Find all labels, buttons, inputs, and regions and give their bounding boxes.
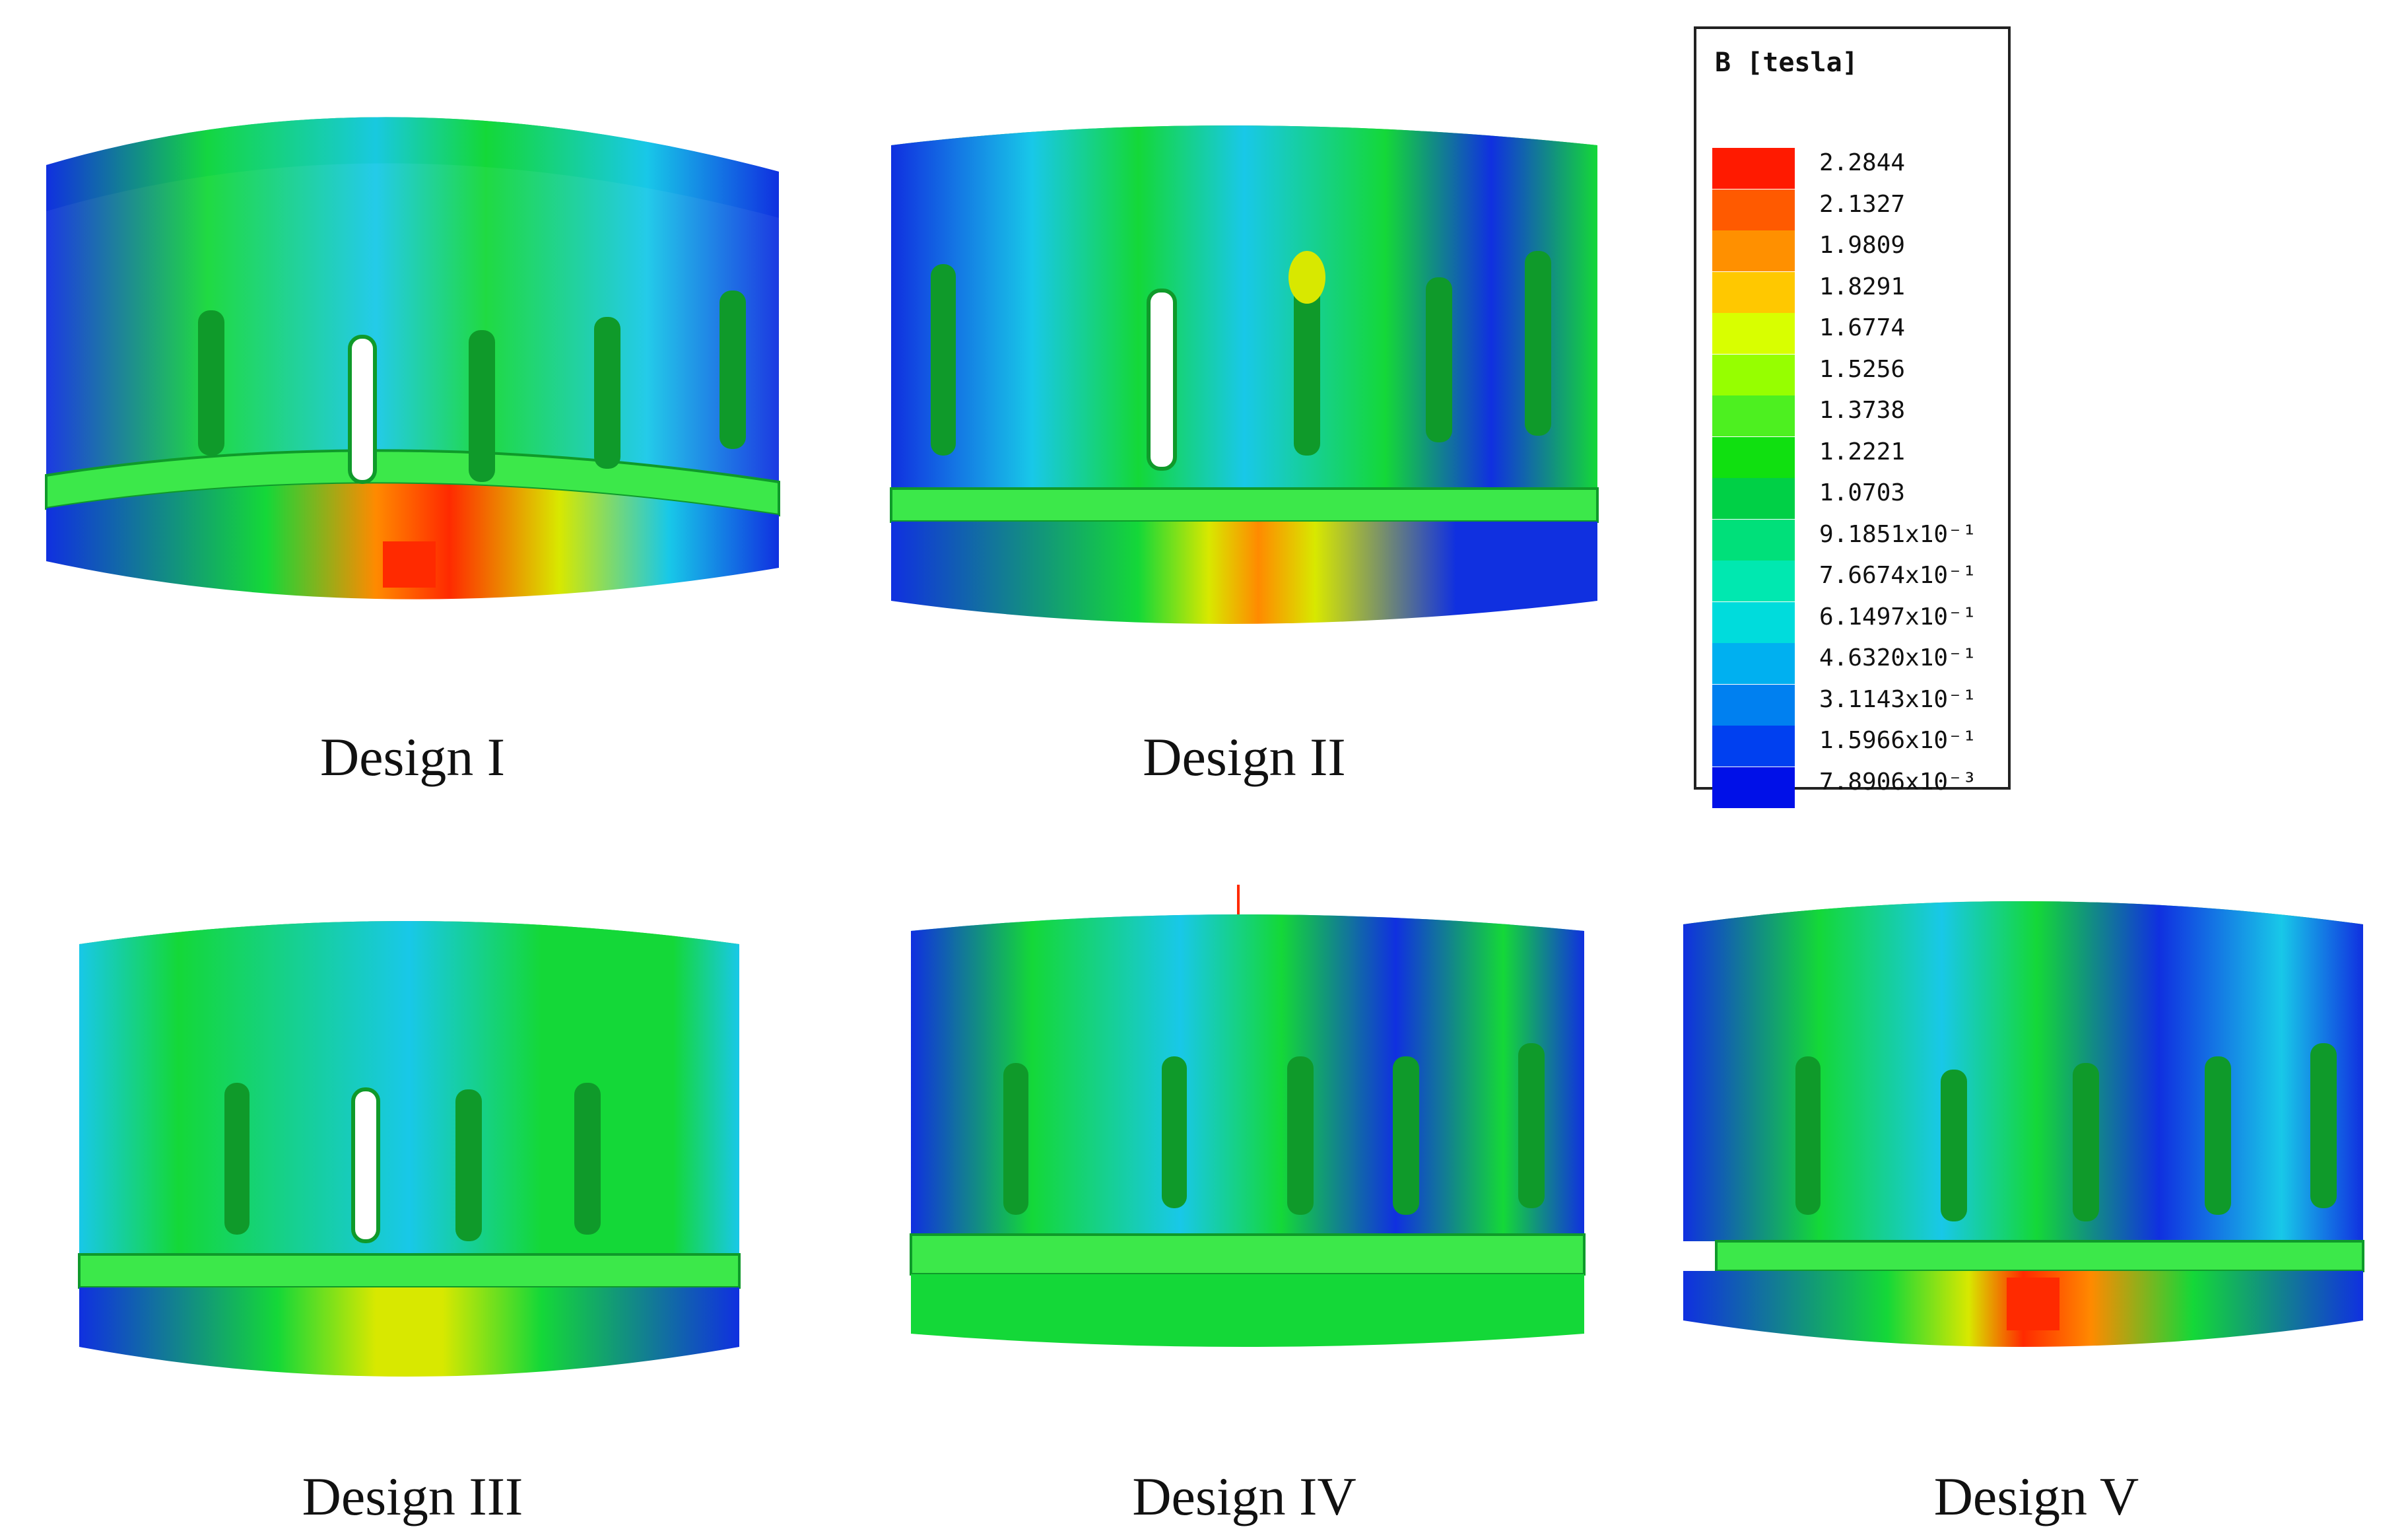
- design-1-slot: [719, 291, 746, 449]
- design-3-ring: [78, 1253, 741, 1289]
- design-4-axis-marker: [1237, 885, 1240, 924]
- design-1-body: [46, 117, 779, 482]
- legend-swatch: [1712, 519, 1795, 561]
- design-1-field-plot: [45, 117, 780, 599]
- legend-label: 1.9809: [1819, 232, 1906, 259]
- legend-label: 1.5966x10⁻¹: [1819, 727, 1977, 754]
- design-3-hotspot: [389, 1294, 436, 1334]
- design-2-slot: [931, 264, 956, 456]
- legend-swatch: [1712, 561, 1795, 601]
- design-2-slot: [1426, 277, 1452, 442]
- design-5-body: [1683, 901, 2363, 1241]
- design-3-panel: [73, 885, 759, 1413]
- design-1-base: [46, 483, 779, 599]
- design-5-slot: [1795, 1056, 1821, 1215]
- legend-swatch: [1712, 601, 1795, 643]
- design-4-slot: [1393, 1056, 1419, 1215]
- legend-swatch: [1712, 230, 1795, 271]
- legend-label: 1.3738: [1819, 397, 1906, 424]
- legend-label: 1.0703: [1819, 479, 1906, 506]
- legend-label: 9.1851x10⁻¹: [1819, 520, 1977, 548]
- legend-label: 1.2221: [1819, 438, 1906, 465]
- legend-swatch: [1712, 726, 1795, 767]
- design-4-base: [911, 1274, 1584, 1347]
- design-1-panel: [40, 53, 832, 660]
- design-3-body: [79, 921, 739, 1261]
- legend-label: 2.1327: [1819, 190, 1906, 218]
- legend: B [tesla] 2.2844 2.1327 1.9809 1.8291 1.6774…: [1694, 26, 2011, 808]
- design-3-caption: Design III: [302, 1466, 523, 1526]
- legend-swatch: [1712, 478, 1795, 519]
- design-1-caption: Design I: [319, 727, 506, 787]
- design-5-hotspot: [2007, 1278, 2059, 1330]
- design-5-field-plot: [1683, 901, 2364, 1347]
- legend-swatch: [1712, 684, 1795, 726]
- design-1-slot: [594, 317, 620, 469]
- legend-swatch: [1712, 767, 1795, 808]
- design-2-panel: [885, 79, 1611, 660]
- legend-swatch: [1712, 643, 1795, 684]
- design-2-slot: [1294, 277, 1320, 456]
- legend-label: 2.2844: [1819, 149, 1906, 176]
- legend-swatch: [1712, 313, 1795, 354]
- legend-swatch: [1712, 436, 1795, 478]
- legend-title: B [tesla]: [1715, 48, 1858, 78]
- design-4-field-plot: [910, 885, 1586, 1347]
- design-1-slot: [198, 310, 224, 456]
- design-4-caption: Design IV: [1132, 1466, 1356, 1526]
- legend-label: 7.8906x10⁻³: [1819, 768, 1977, 796]
- legend-swatch: [1712, 148, 1795, 189]
- legend-label: 4.6320x10⁻¹: [1819, 644, 1977, 671]
- design-4-slot: [1518, 1043, 1545, 1208]
- legend-swatch: [1712, 271, 1795, 313]
- design-2-hotspot: [1288, 251, 1325, 304]
- design-2-body: [891, 125, 1597, 495]
- design-1-slot: [469, 330, 495, 482]
- design-5-slot: [2310, 1043, 2337, 1208]
- design-4-ring: [910, 1233, 1586, 1276]
- legend-label: 3.1143x10⁻¹: [1819, 685, 1977, 713]
- design-1-slot: [348, 335, 377, 484]
- design-3-slot: [574, 1083, 601, 1235]
- design-5-slot: [1941, 1070, 1967, 1221]
- design-4-slot: [1287, 1056, 1314, 1215]
- design-4-slot: [1003, 1063, 1028, 1215]
- legend-label: 1.6774: [1819, 314, 1906, 341]
- design-5-ring: [1715, 1240, 2364, 1272]
- legend-label: 7.6674x10⁻¹: [1819, 562, 1977, 589]
- design-4-slot: [1162, 1056, 1187, 1208]
- legend-swatch: [1712, 189, 1795, 230]
- design-2-slot: [1147, 289, 1177, 471]
- legend-label: 1.8291: [1819, 273, 1906, 300]
- design-2-ring: [890, 487, 1599, 523]
- legend-label: 1.5256: [1819, 355, 1906, 383]
- design-3-slot: [224, 1083, 250, 1235]
- design-3-slot: [351, 1087, 380, 1243]
- design-2-base: [891, 522, 1597, 624]
- design-2-field-plot: [890, 125, 1599, 624]
- design-5-slot: [2073, 1063, 2099, 1221]
- legend-label: 6.1497x10⁻¹: [1819, 603, 1977, 631]
- design-1-hotspot: [383, 541, 436, 588]
- design-2-caption: Design II: [1143, 727, 1346, 787]
- design-3-field-plot: [78, 921, 741, 1377]
- legend-swatch: [1712, 354, 1795, 395]
- design-5-panel: [1677, 872, 2376, 1400]
- design-3-slot: [455, 1089, 482, 1241]
- design-2-slot: [1525, 251, 1551, 436]
- legend-swatch: [1712, 395, 1795, 436]
- design-4-panel: [904, 885, 1604, 1373]
- design-5-caption: Design V: [1933, 1466, 2139, 1526]
- design-5-slot: [2205, 1056, 2231, 1215]
